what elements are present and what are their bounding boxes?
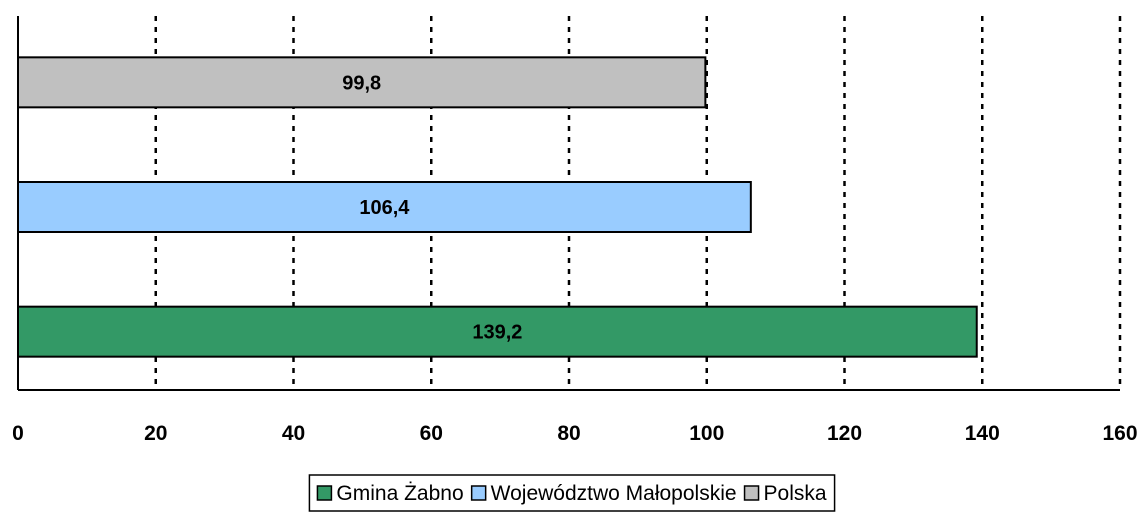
bar-value-label: 106,4 (359, 197, 410, 219)
bar-value-label: 139,2 (472, 322, 522, 344)
legend-label: Gmina Żabno (336, 482, 463, 505)
legend-label: Polska (764, 482, 827, 505)
x-tick-label: 140 (965, 422, 1000, 445)
legend-swatch-polska (743, 485, 760, 501)
x-tick-label: 0 (12, 422, 24, 445)
x-tick-label: 100 (689, 422, 724, 445)
legend: Gmina Żabno Województwo Małopolskie Polska (308, 474, 836, 512)
legend-swatch-wojew-dztwo-ma-opolskie (470, 485, 487, 501)
x-tick-label: 160 (1102, 422, 1137, 445)
legend-swatch-gmina-abno (316, 485, 333, 501)
bar-wojew-dztwo-ma-opolskie (17, 181, 752, 233)
bar-gmina-abno (17, 305, 978, 358)
x-tick-label: 120 (827, 422, 862, 445)
x-tick-label: 20 (144, 422, 167, 445)
bars: 139,2 106,4 99,8 (17, 56, 978, 358)
x-tick-label: 40 (282, 422, 305, 445)
bar-value-label: 99,8 (342, 72, 381, 94)
legend-label: Województwo Małopolskie (491, 482, 737, 505)
bar-polska (17, 56, 707, 109)
x-tick-label: 60 (420, 422, 443, 445)
x-tick-labels: 0 20 40 60 80 100 120 140 160 (12, 422, 1137, 445)
x-tick-label: 80 (557, 422, 580, 445)
